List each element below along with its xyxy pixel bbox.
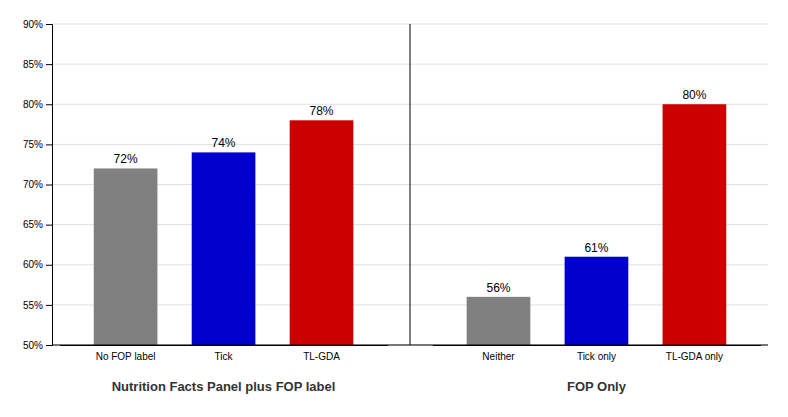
y-tick-label: 90% <box>23 19 43 30</box>
y-tick-label: 60% <box>23 259 43 270</box>
y-tick-mark <box>46 345 52 346</box>
bar <box>663 104 727 345</box>
data-label: 80% <box>682 88 706 102</box>
y-tick-mark <box>46 305 52 306</box>
y-tick-mark <box>46 144 52 145</box>
y-tick-mark <box>46 185 52 186</box>
x-tick: Tick <box>215 351 234 362</box>
x-tick: TL-GDA <box>303 351 340 362</box>
y-axis-line <box>46 25 53 346</box>
group-label: FOP Only <box>567 379 627 394</box>
y-tick-label: 80% <box>23 99 43 110</box>
y-tick-mark <box>46 225 52 226</box>
y-tick: 70% <box>23 179 52 190</box>
x-tick-label: No FOP label <box>96 351 156 362</box>
data-label: 78% <box>309 104 333 118</box>
y-tick: 50% <box>23 340 52 351</box>
group-label: Nutrition Facts Panel plus FOP label <box>112 379 336 394</box>
y-axis: 50% 55% 60% 65% 70% 75% 80% 85% 90% <box>23 19 53 351</box>
chart: 50% 55% 60% 65% 70% 75% 80% 85% 90% No FOP label T… <box>0 0 788 417</box>
data-labels: 72% 74% 78% 56% 61% 80% <box>114 88 707 295</box>
y-tick-label: 70% <box>23 179 43 190</box>
y-tick-label: 55% <box>23 300 43 311</box>
x-axis: Neither Tick only TL-GDA only <box>433 346 761 363</box>
x-tick-label: Tick <box>215 351 234 362</box>
bar <box>192 152 256 345</box>
x-tick: TL-GDA only <box>666 351 723 362</box>
x-tick-label: TL-GDA <box>303 351 340 362</box>
bar <box>94 168 158 345</box>
x-tick: Tick only <box>577 351 616 362</box>
data-label: 61% <box>584 241 608 255</box>
x-tick-label: Tick only <box>577 351 616 362</box>
y-tick-mark <box>46 24 52 25</box>
x-tick: No FOP label <box>96 351 156 362</box>
y-tick-mark <box>46 265 52 266</box>
data-label: 56% <box>486 281 510 295</box>
bar <box>467 297 531 345</box>
y-tick-mark <box>46 64 52 65</box>
y-tick: 60% <box>23 259 52 270</box>
y-tick-mark <box>46 104 52 105</box>
bar <box>565 257 629 345</box>
plot: 50% 55% 60% 65% 70% 75% 80% 85% 90% No FOP label T… <box>23 19 768 417</box>
x-axis: No FOP label Tick TL-GDA <box>60 346 388 363</box>
y-tick-label: 75% <box>23 139 43 150</box>
data-label: 72% <box>114 152 138 166</box>
x-tick: Neither <box>482 351 515 362</box>
x-tick-label: Neither <box>482 351 515 362</box>
group-separator <box>410 24 411 345</box>
x-tick-label: TL-GDA only <box>666 351 723 362</box>
y-tick-label: 65% <box>23 219 43 230</box>
grid <box>52 24 768 345</box>
y-tick-label: 85% <box>23 59 43 70</box>
bar <box>290 120 354 345</box>
y-tick: 90% <box>23 19 52 30</box>
data-label: 74% <box>212 136 236 150</box>
y-tick: 75% <box>23 139 52 150</box>
y-tick-label: 50% <box>23 340 43 351</box>
y-tick: 80% <box>23 99 52 110</box>
y-tick: 55% <box>23 300 52 311</box>
y-tick: 65% <box>23 219 52 230</box>
y-tick: 85% <box>23 59 52 70</box>
